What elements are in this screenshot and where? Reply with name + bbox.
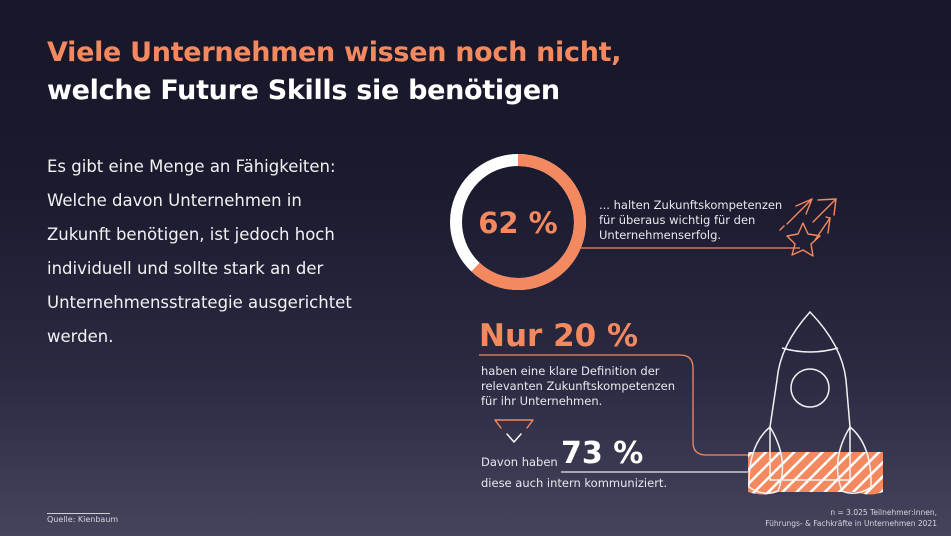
- intro-line: Welche davon Unternehmen in: [47, 191, 302, 210]
- intro-line: Unternehmensstrategie ausgerichtet: [47, 293, 352, 312]
- stat1-value: 62 %: [478, 206, 558, 240]
- chevron-down-triangle-icon: [494, 419, 534, 443]
- stat2-value: Nur 20 %: [479, 318, 639, 354]
- sample-note: n = 3.025 Teilnehmer:innen, Führungs- & …: [765, 507, 937, 529]
- note-line: Führungs- & Fachkräfte in Unternehmen 20…: [765, 519, 937, 528]
- intro-line: Zukunft benötigen, ist jedoch hoch: [47, 225, 335, 244]
- stat1-desc-line: für überaus wichtig für den: [599, 213, 756, 227]
- source-label: Quelle: Kienbaum: [47, 515, 119, 524]
- rocket-icon: [748, 310, 883, 495]
- stat1-description: ... halten Zukunftskompetenzen für übera…: [599, 198, 782, 243]
- title-line-1: Viele Unternehmen wissen noch nicht,: [47, 37, 622, 68]
- intro-line: werden.: [47, 327, 114, 346]
- note-line: n = 3.025 Teilnehmer:innen,: [830, 508, 937, 517]
- stat2-connector: [479, 354, 758, 456]
- stat1-desc-line: ... halten Zukunftskompetenzen: [599, 198, 783, 212]
- source-divider: [47, 513, 110, 514]
- stat2-description: haben eine klare Definition der relevant…: [481, 364, 675, 409]
- intro-line: individuell und sollte stark an der: [47, 259, 324, 278]
- stat2-desc-line: relevanten Zukunftskompetenzen: [481, 379, 676, 393]
- stars-arrows-icon: [779, 198, 837, 257]
- stat1-desc-line: Unternehmenserfolg.: [599, 228, 722, 242]
- page-title: Viele Unternehmen wissen noch nicht, wel…: [47, 34, 622, 110]
- stat3-value: 73 %: [561, 436, 644, 471]
- donut-chart: [450, 154, 586, 290]
- stat2-desc-line: für ihr Unternehmen.: [481, 394, 603, 408]
- intro-paragraph: Es gibt eine Menge an Fähigkeiten: Welch…: [47, 150, 417, 354]
- stat2-desc-line: haben eine klare Definition der: [481, 364, 660, 378]
- stat3-lead: Davon haben: [481, 455, 558, 469]
- stat3-description: diese auch intern kommuniziert.: [481, 476, 668, 490]
- title-line-2: welche Future Skills sie benötigen: [47, 75, 560, 106]
- intro-line: Es gibt eine Menge an Fähigkeiten:: [47, 157, 336, 176]
